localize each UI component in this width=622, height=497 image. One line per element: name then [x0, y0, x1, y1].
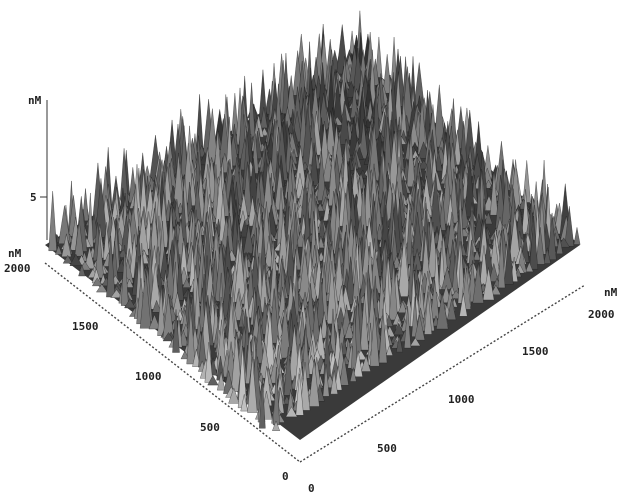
- x-axis-tick-label-1500: 1500: [522, 345, 549, 358]
- y-axis-tick-label-1000: 1000: [135, 370, 162, 383]
- surface-mesh: [45, 10, 581, 440]
- y-axis-tick-label-500: 500: [200, 421, 220, 434]
- x-axis-tick-label-0: 0: [308, 482, 315, 495]
- x-axis-tick-label-2000: 2000: [588, 308, 615, 321]
- x-axis-tick-label-500: 500: [377, 442, 397, 455]
- y-axis-tick-label-1500: 1500: [72, 320, 99, 333]
- y-axis-unit-label: nM: [8, 247, 22, 260]
- z-axis-unit-label: nM: [28, 94, 42, 107]
- x-axis-unit-label: nM: [604, 286, 618, 299]
- x-axis-tick-label-1000: 1000: [448, 393, 475, 406]
- z-axis-tick-label: 5: [30, 191, 37, 204]
- y-axis-tick-label-2000: 2000: [4, 262, 31, 275]
- y-axis-tick-label-0: 0: [282, 470, 289, 483]
- y-axis-line: [44, 262, 301, 463]
